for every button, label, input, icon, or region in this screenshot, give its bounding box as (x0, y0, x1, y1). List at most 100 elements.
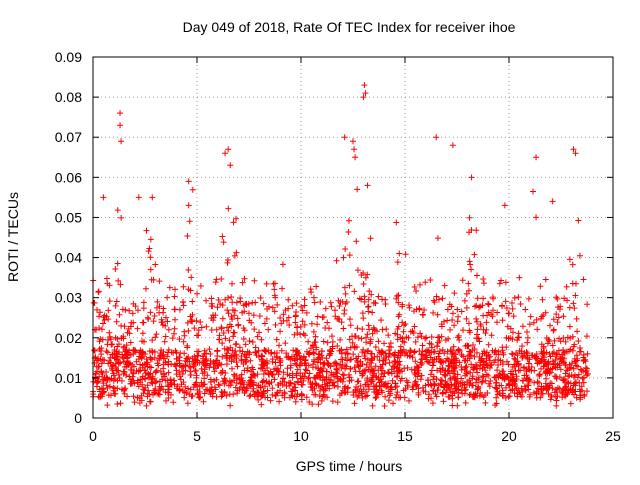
data-point (187, 364, 194, 371)
data-point (362, 393, 369, 400)
data-point (583, 388, 590, 395)
data-point-peak (225, 146, 232, 153)
data-point (342, 349, 349, 356)
data-point (514, 337, 521, 344)
data-point (420, 311, 427, 318)
data-point (262, 383, 269, 390)
data-point (165, 369, 172, 376)
data-point (569, 333, 576, 340)
data-point (344, 351, 351, 358)
data-point (146, 364, 153, 371)
data-point (350, 351, 357, 358)
x-tick-label: 25 (605, 428, 621, 444)
data-point (459, 277, 466, 284)
data-point (245, 300, 252, 307)
y-tick-label: 0.02 (55, 330, 82, 346)
data-point (115, 371, 122, 378)
data-point (477, 322, 484, 329)
data-point (553, 294, 560, 301)
data-point (319, 377, 326, 384)
data-point (284, 371, 291, 378)
data-point (485, 380, 492, 387)
data-point (227, 382, 234, 389)
data-point (566, 372, 573, 379)
data-point (154, 298, 161, 305)
data-point (465, 352, 472, 359)
data-point (328, 333, 335, 340)
data-point (271, 280, 278, 287)
data-point (469, 347, 476, 354)
data-point (279, 261, 286, 268)
data-point (106, 333, 113, 340)
data-point (109, 362, 116, 369)
data-point (120, 355, 127, 362)
data-point (482, 330, 489, 337)
data-point (234, 315, 241, 322)
data-point (104, 384, 111, 391)
data-point (393, 219, 400, 226)
data-point (307, 286, 314, 293)
data-point (232, 341, 239, 348)
data-point (345, 229, 352, 236)
data-point (151, 312, 158, 319)
data-point (359, 310, 366, 317)
data-point (105, 360, 112, 367)
data-point (281, 394, 288, 401)
data-point (381, 402, 388, 409)
data-point (297, 331, 304, 338)
data-point (404, 382, 411, 389)
data-point (413, 382, 420, 389)
data-point (426, 359, 433, 366)
data-point (489, 307, 496, 314)
data-point (184, 319, 191, 326)
data-point (124, 349, 131, 356)
data-point (251, 277, 258, 284)
data-point (557, 356, 564, 363)
data-point (584, 301, 591, 308)
data-point (319, 348, 326, 355)
data-point (515, 334, 522, 341)
data-point-peak (352, 154, 359, 161)
data-point (233, 359, 240, 366)
data-point (346, 316, 353, 323)
data-point (189, 186, 196, 193)
data-point (474, 295, 481, 302)
data-point (582, 358, 589, 365)
data-point (308, 320, 315, 327)
data-point (513, 373, 520, 380)
data-point (365, 303, 372, 310)
data-point-peak (117, 110, 124, 117)
data-point (556, 385, 563, 392)
data-point (354, 359, 361, 366)
data-point (423, 354, 430, 361)
data-point (534, 385, 541, 392)
data-point (280, 311, 287, 318)
data-point (268, 349, 275, 356)
data-point (364, 331, 371, 338)
data-point (248, 374, 255, 381)
data-point (347, 344, 354, 351)
data-point (127, 366, 134, 373)
data-point (231, 329, 238, 336)
data-point (354, 325, 361, 332)
data-point (274, 390, 281, 397)
data-point (285, 305, 292, 312)
data-point (277, 315, 284, 322)
data-point (331, 307, 338, 314)
data-point (180, 298, 187, 305)
data-point (542, 380, 549, 387)
data-point (234, 363, 241, 370)
data-point (260, 300, 267, 307)
data-point (540, 343, 547, 350)
data-point (466, 352, 473, 359)
data-point (525, 295, 532, 302)
data-point (269, 356, 276, 363)
data-point (425, 395, 432, 402)
data-point (147, 254, 154, 261)
data-point (228, 294, 235, 301)
data-point (534, 359, 541, 366)
data-point (116, 349, 123, 356)
data-point (233, 340, 240, 347)
data-point (361, 353, 368, 360)
data-point (97, 347, 104, 354)
